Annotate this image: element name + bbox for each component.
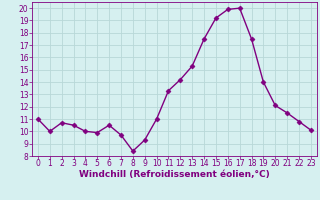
X-axis label: Windchill (Refroidissement éolien,°C): Windchill (Refroidissement éolien,°C) — [79, 170, 270, 179]
